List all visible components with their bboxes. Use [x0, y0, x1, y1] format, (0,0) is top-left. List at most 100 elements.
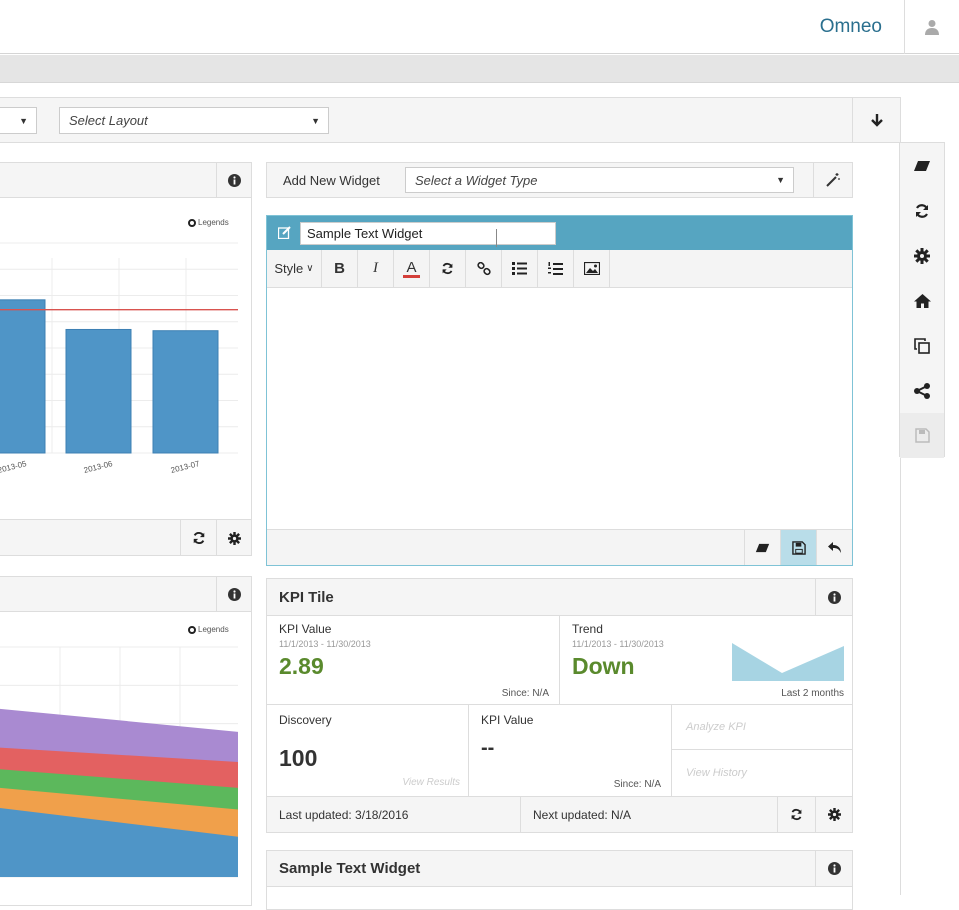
refresh-kpi-button[interactable] [777, 797, 815, 832]
kpi-value-cell[interactable]: KPI Value 11/1/2013 - 11/30/2013 2.89 Si… [267, 616, 560, 705]
brand-name[interactable]: Omneo [819, 16, 882, 37]
dashboard-toolbar: ▼ Select Layout ▼ [0, 97, 901, 143]
chart-legend[interactable]: Legends [188, 625, 229, 634]
discovery-cell[interactable]: Discovery 100 View Results [267, 705, 469, 796]
refresh-button[interactable] [900, 188, 944, 233]
widget-header: Sample Text Widget [267, 851, 852, 887]
x-tick-label: 2013-07 [170, 459, 201, 475]
italic-button[interactable]: I [358, 250, 394, 287]
cancel-edit-button[interactable] [816, 530, 852, 565]
gear-icon [227, 531, 241, 545]
widget-type-select[interactable]: Select a Widget Type ▼ [405, 167, 794, 193]
dashboard-select[interactable]: ▼ [0, 107, 37, 134]
numbered-list-button[interactable] [538, 250, 574, 287]
style-dropdown[interactable]: Style ∨ [267, 250, 322, 287]
canvas-border [900, 143, 901, 895]
chart-settings-button[interactable] [216, 520, 251, 556]
save-widget-button[interactable] [780, 530, 816, 565]
magic-wand-icon [826, 173, 840, 187]
info-button[interactable] [216, 577, 251, 611]
refresh-chart-button[interactable] [180, 520, 216, 556]
kpi-value-date: 11/1/2013 - 11/30/2013 [279, 639, 371, 649]
right-sidebar [899, 142, 945, 458]
refresh-icon [791, 808, 802, 821]
discovery-value: 100 [279, 745, 318, 771]
info-icon [227, 173, 241, 187]
bar-chart: 2013-05 2013-06 2013-07 [0, 242, 238, 475]
view-history-link[interactable]: View History [672, 750, 852, 796]
analyze-kpi-label: Analyze KPI [686, 721, 746, 733]
caret-down-icon: ▼ [19, 115, 28, 126]
trend-title: Trend [572, 622, 603, 636]
bullet-list-button[interactable] [502, 250, 538, 287]
info-button[interactable] [815, 851, 852, 886]
trend-date: 11/1/2013 - 11/30/2013 [572, 639, 664, 649]
settings-button[interactable] [900, 233, 944, 278]
area-chart [0, 646, 238, 878]
legend-label: Legends [198, 625, 229, 634]
add-widget-bar: Add New Widget Select a Widget Type ▼ [266, 162, 853, 198]
bold-icon: B [334, 260, 345, 277]
kpi-value-title: KPI Value [279, 622, 332, 636]
share-button[interactable] [900, 368, 944, 413]
color-swatch [403, 274, 420, 278]
refresh-icon [915, 203, 929, 218]
save-button[interactable] [900, 413, 944, 458]
kpi-value2-cell[interactable]: KPI Value -- Since: N/A [469, 705, 672, 796]
text-color-button[interactable]: A [394, 250, 430, 287]
style-label: Style [274, 261, 304, 276]
user-menu-button[interactable] [904, 0, 959, 54]
bar [0, 299, 46, 454]
insert-image-button[interactable] [574, 250, 610, 287]
chart-legend[interactable]: Legends [188, 218, 229, 227]
area-series [0, 808, 238, 877]
analyze-kpi-link[interactable]: Analyze KPI [672, 705, 852, 750]
last-updated-cell: Last updated: 3/18/2016 [267, 797, 521, 832]
top-bar: Omneo [0, 0, 959, 54]
info-button[interactable] [216, 163, 251, 197]
eraser-icon [914, 160, 930, 171]
bold-button[interactable]: B [322, 250, 358, 287]
add-widget-button[interactable] [813, 163, 852, 197]
widget-title-input[interactable]: Sample Text Widget [300, 222, 556, 245]
layout-select[interactable]: Select Layout ▼ [59, 107, 329, 134]
kpi-value2-title: KPI Value [481, 713, 534, 727]
kpi-value2-number: -- [481, 737, 495, 759]
trend-cell[interactable]: Trend 11/1/2013 - 11/30/2013 Down Last 2… [560, 616, 852, 705]
widget-header: KPI Tile [267, 579, 852, 616]
trend-period: Last 2 months [781, 688, 844, 699]
edit-icon [278, 226, 291, 239]
numbered-list-icon [548, 261, 563, 275]
link-icon [476, 261, 491, 275]
link-button[interactable] [466, 250, 502, 287]
arrow-down-icon [870, 114, 883, 127]
text-color-icon: A [406, 258, 417, 276]
undo-redo-button[interactable] [430, 250, 466, 287]
save-icon [791, 540, 806, 555]
bar-chart-widget: Legends 2013-05 2013-06 2013-07 [0, 162, 252, 556]
share-icon [914, 382, 930, 399]
secondary-bar [0, 55, 959, 83]
italic-icon: I [373, 260, 378, 276]
chevron-down-icon: ∨ [306, 263, 314, 274]
x-tick-label: 2013-05 [0, 459, 28, 475]
info-button[interactable] [815, 579, 852, 615]
clear-content-button[interactable] [744, 530, 780, 565]
kpi-settings-button[interactable] [815, 797, 852, 832]
clear-button[interactable] [900, 143, 944, 188]
editor-footer [267, 529, 852, 565]
home-button[interactable] [900, 278, 944, 323]
kpi-footer: Last updated: 3/18/2016 Next updated: N/… [267, 796, 852, 832]
info-icon [827, 862, 841, 875]
user-icon [925, 20, 939, 35]
view-results-link[interactable]: View Results [402, 777, 460, 788]
kpi-tile-widget: KPI Tile KPI Value 11/1/2013 - 11/30/201… [266, 578, 853, 833]
x-tick-label: 2013-06 [83, 459, 114, 475]
download-button[interactable] [852, 98, 900, 142]
bullet-list-icon [512, 262, 527, 275]
editor-content-area[interactable] [267, 288, 852, 529]
kpi-value2-since: Since: N/A [613, 779, 661, 790]
refresh-icon [193, 531, 204, 545]
clone-button[interactable] [900, 323, 944, 368]
sample-widget-title: Sample Text Widget [279, 860, 421, 877]
